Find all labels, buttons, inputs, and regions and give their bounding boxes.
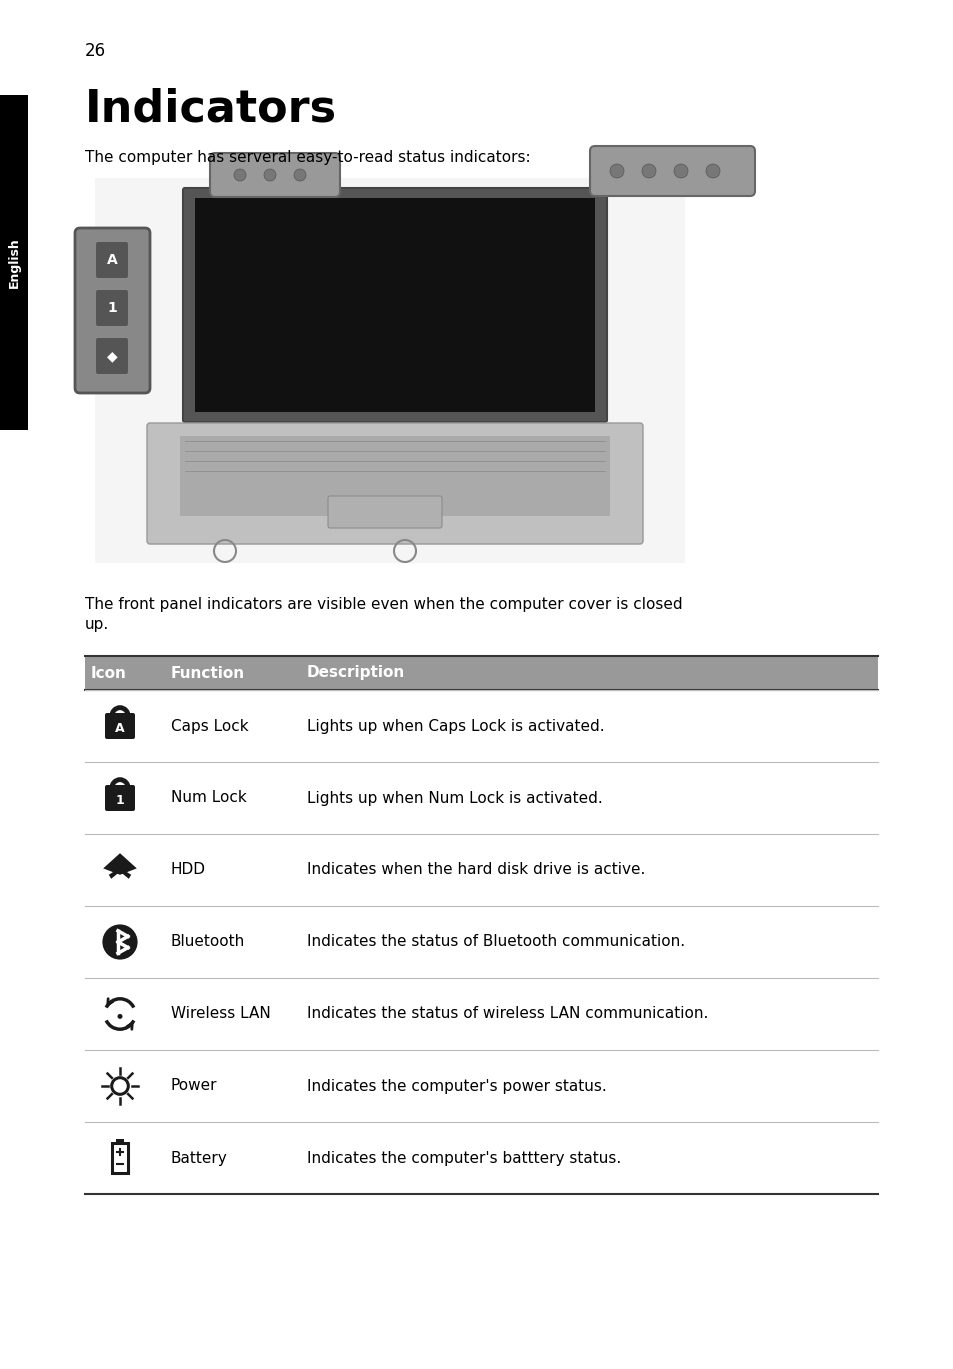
Text: Battery: Battery (171, 1150, 228, 1165)
Text: Indicates when the hard disk drive is active.: Indicates when the hard disk drive is ac… (307, 862, 644, 878)
Text: A: A (115, 721, 125, 735)
FancyBboxPatch shape (96, 338, 128, 374)
Circle shape (117, 1014, 122, 1019)
Text: 1: 1 (115, 794, 124, 806)
Text: Caps Lock: Caps Lock (171, 719, 249, 734)
Bar (180, 435, 609, 516)
FancyBboxPatch shape (105, 713, 135, 739)
Text: Function: Function (171, 665, 245, 680)
Text: Lights up when Num Lock is activated.: Lights up when Num Lock is activated. (307, 790, 602, 805)
Text: English: English (8, 237, 20, 287)
Text: Indicates the status of wireless LAN communication.: Indicates the status of wireless LAN com… (307, 1006, 708, 1021)
Text: Description: Description (307, 665, 405, 680)
FancyBboxPatch shape (589, 146, 754, 196)
Text: 1: 1 (107, 301, 117, 315)
Circle shape (609, 164, 623, 178)
Bar (0, 94, 28, 430)
Text: The front panel indicators are visible even when the computer cover is closed: The front panel indicators are visible e… (85, 597, 682, 612)
FancyBboxPatch shape (105, 784, 135, 810)
FancyBboxPatch shape (210, 153, 339, 197)
Text: Indicates the computer's power status.: Indicates the computer's power status. (307, 1079, 606, 1094)
Text: Icon: Icon (91, 665, 127, 680)
Text: A: A (107, 253, 117, 267)
Text: Indicates the status of Bluetooth communication.: Indicates the status of Bluetooth commun… (307, 935, 684, 950)
Circle shape (294, 168, 306, 181)
Text: Power: Power (171, 1079, 217, 1094)
FancyBboxPatch shape (147, 423, 642, 543)
Text: Lights up when Caps Lock is activated.: Lights up when Caps Lock is activated. (307, 719, 604, 734)
FancyBboxPatch shape (96, 290, 128, 326)
Text: Wireless LAN: Wireless LAN (171, 1006, 271, 1021)
Bar (116, 1139, 124, 1143)
Circle shape (673, 164, 687, 178)
FancyBboxPatch shape (183, 188, 606, 422)
Text: ◆: ◆ (107, 349, 117, 363)
Bar (194, 199, 595, 412)
Text: HDD: HDD (171, 862, 206, 878)
Circle shape (233, 168, 246, 181)
Polygon shape (103, 853, 136, 875)
Text: 26: 26 (85, 42, 106, 60)
Text: The computer has serveral easy-to-read status indicators:: The computer has serveral easy-to-read s… (85, 151, 530, 166)
Bar (112, 1143, 128, 1173)
Circle shape (641, 164, 656, 178)
Text: Num Lock: Num Lock (171, 790, 247, 805)
Text: Indicates the computer's batttery status.: Indicates the computer's batttery status… (307, 1150, 620, 1165)
Text: Bluetooth: Bluetooth (171, 935, 245, 950)
Text: up.: up. (85, 617, 110, 632)
Bar (95, 178, 684, 563)
FancyBboxPatch shape (328, 496, 441, 528)
Bar (85, 656, 877, 690)
Circle shape (102, 924, 137, 960)
Text: Indicators: Indicators (85, 88, 336, 131)
FancyBboxPatch shape (75, 229, 150, 393)
Polygon shape (109, 868, 132, 879)
FancyBboxPatch shape (96, 242, 128, 278)
Circle shape (705, 164, 720, 178)
Circle shape (264, 168, 275, 181)
